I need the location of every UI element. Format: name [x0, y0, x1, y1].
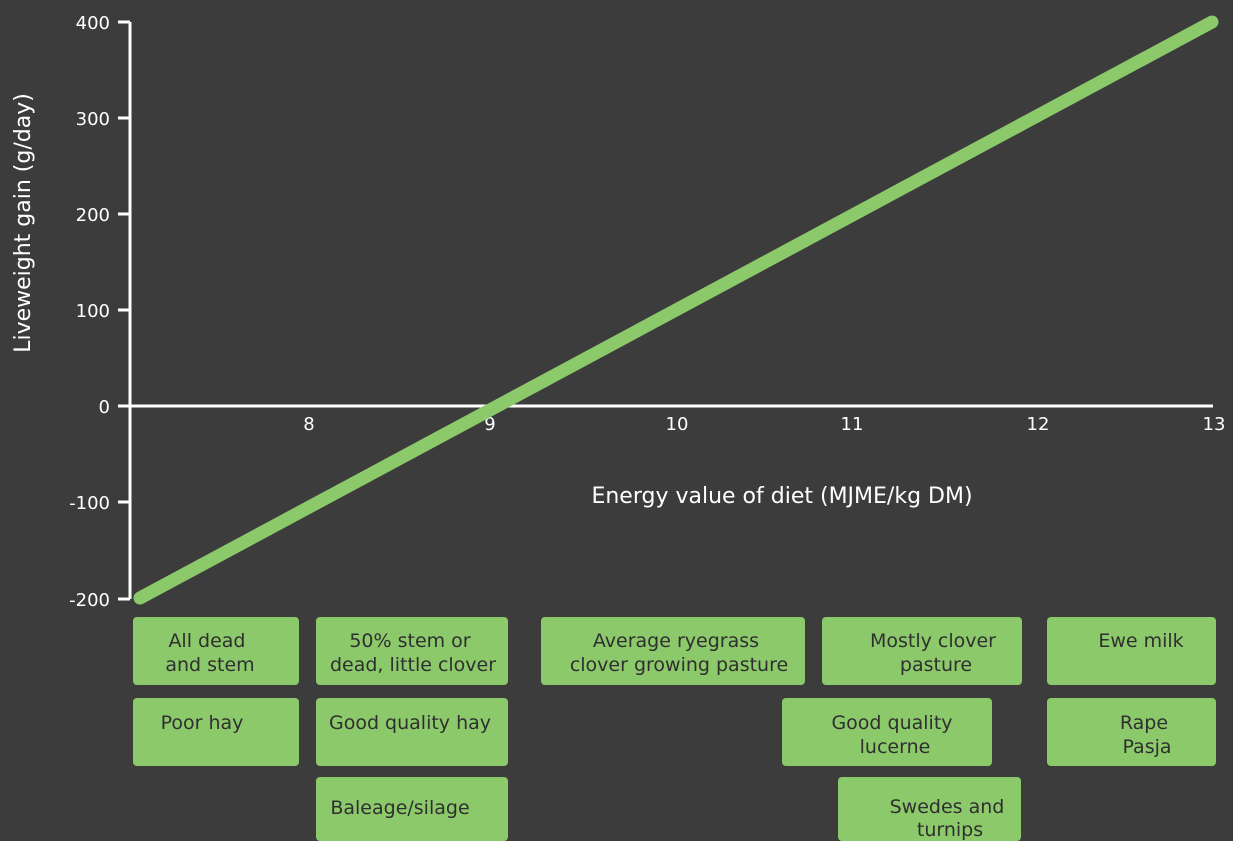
- feed-box-line: 50% stem or: [349, 630, 470, 652]
- y-tick-label: 300: [76, 109, 110, 130]
- x-tick-label: 13: [1203, 414, 1226, 435]
- y-tick-label: 100: [76, 301, 110, 322]
- x-tick-label: 10: [666, 414, 689, 435]
- feed-box-line: pasture: [900, 654, 972, 676]
- feed-box-line: clover growing pasture: [570, 654, 788, 676]
- feed-box: [1047, 698, 1216, 766]
- feed-box-line: turnips: [917, 819, 983, 841]
- feed-box: [133, 698, 299, 766]
- feed-box: [316, 617, 508, 685]
- feed-box-line: All dead: [168, 630, 245, 652]
- feed-box-line: Ewe milk: [1098, 630, 1183, 652]
- feed-boxes: All dead and stem 50% stem or dead, litt…: [133, 617, 1216, 841]
- feed-box-line: Rape: [1120, 712, 1168, 734]
- feed-box-line: lucerne: [860, 736, 931, 758]
- y-tick-label: 200: [76, 205, 110, 226]
- feed-box-line: and stem: [165, 654, 254, 676]
- feed-box-label: All dead and stem: [165, 630, 254, 676]
- feed-box: [822, 617, 1022, 685]
- feed-box-label: Poor hay: [161, 712, 244, 734]
- feed-box-label: Good quality hay: [329, 712, 491, 734]
- feed-box-label: Ewe milk: [1098, 630, 1183, 652]
- feed-box: [1047, 617, 1216, 685]
- feed-box: [133, 617, 299, 685]
- feed-box-label: Mostly clover pasture: [870, 630, 1002, 676]
- feed-box-label: Good quality lucerne: [831, 712, 958, 758]
- feed-box-line: Average ryegrass: [593, 630, 759, 652]
- feed-box: [316, 777, 508, 841]
- feed-box-line: Baleage/silage: [330, 797, 469, 819]
- x-tick-label: 12: [1027, 414, 1050, 435]
- feed-box-line: Poor hay: [161, 712, 244, 734]
- feed-box-label: Rape Pasja: [1120, 712, 1174, 758]
- x-tick-label: 9: [484, 414, 495, 435]
- series-line: [133, 15, 1219, 605]
- feed-box-line: Pasja: [1122, 736, 1171, 758]
- feed-box-line: Good quality: [831, 712, 952, 734]
- feed-box: [782, 698, 992, 766]
- feed-box-line: Mostly clover: [870, 630, 996, 652]
- feed-box-label: Swedes and turnips: [890, 796, 1011, 841]
- feed-box: [838, 777, 1021, 841]
- feed-box-line: Good quality hay: [329, 712, 491, 734]
- y-axis-title: Liveweight gain (g/day): [11, 93, 36, 353]
- feed-box-line: dead, little clover: [330, 654, 496, 676]
- x-axis-title: Energy value of diet (MJME/kg DM): [591, 484, 972, 509]
- y-tick-label: 0: [99, 397, 110, 418]
- x-axis-ticks: 8 9 10 11 12 13: [303, 414, 1225, 435]
- feed-box-line: Swedes and: [890, 796, 1005, 818]
- y-tick-label: -200: [69, 590, 110, 611]
- feed-box-label: Baleage/silage: [330, 797, 469, 819]
- y-axis-ticks: 400 300 200 100 0 -100 -200: [69, 13, 130, 611]
- y-tick-label: -100: [69, 493, 110, 514]
- feed-box-label: 50% stem or dead, little clover: [330, 630, 496, 676]
- y-tick-label: 400: [76, 13, 110, 34]
- feed-box: [541, 617, 805, 685]
- feed-box-label: Average ryegrass clover growing pasture: [570, 630, 788, 676]
- x-tick-label: 8: [303, 414, 314, 435]
- feed-box: [316, 698, 508, 766]
- x-tick-label: 11: [841, 414, 864, 435]
